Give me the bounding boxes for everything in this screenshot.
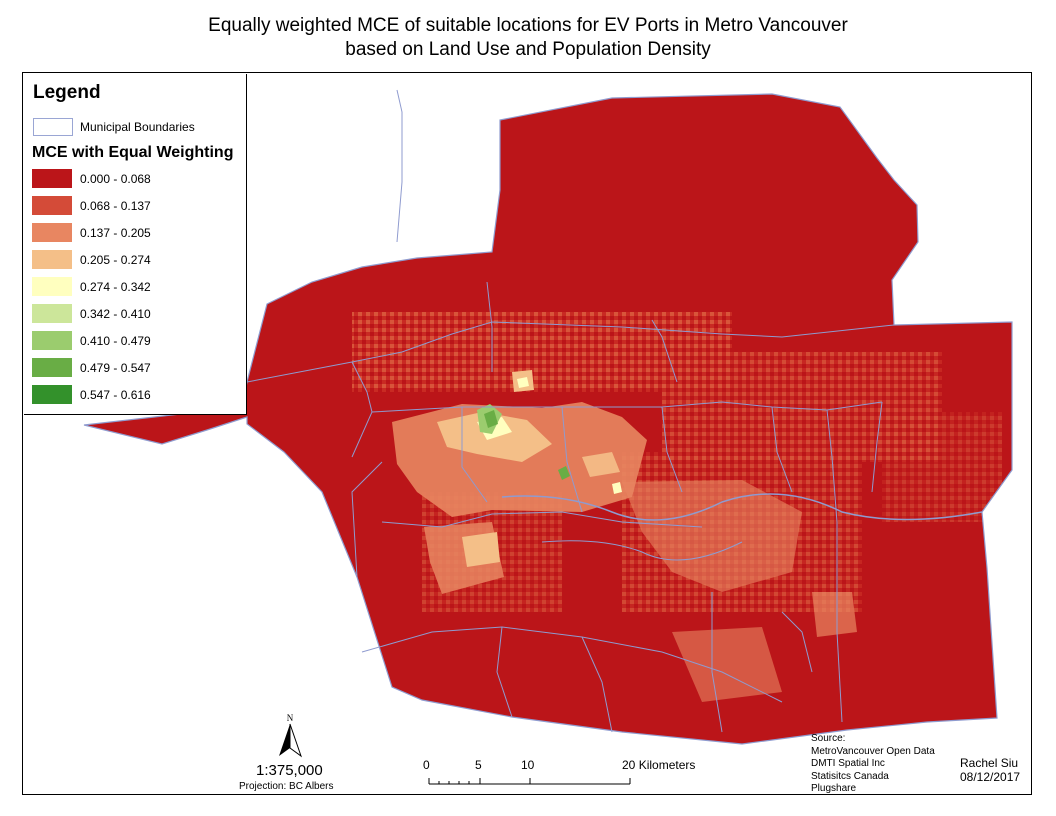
scale-bar: 0 5 10 20 Kilometers	[420, 758, 720, 798]
legend-class-label: 0.000 - 0.068	[80, 172, 151, 186]
legend-class-swatch	[32, 331, 72, 350]
projection-label: Projection: BC Albers	[239, 781, 334, 792]
legend-class-swatch	[32, 304, 72, 323]
scale-tick-5: 5	[475, 758, 482, 772]
legend-class-label: 0.410 - 0.479	[80, 334, 151, 348]
author-name: Rachel Siu	[960, 756, 1019, 770]
legend-class-swatch	[32, 385, 72, 404]
legend-class-label: 0.342 - 0.410	[80, 307, 151, 321]
map-area	[83, 89, 1013, 745]
source-line-4: Plugshare	[811, 783, 857, 794]
municipal-boundary-swatch	[33, 118, 73, 136]
legend-class-swatch	[32, 196, 72, 215]
legend-class-swatch	[32, 169, 72, 188]
legend-class-label: 0.479 - 0.547	[80, 361, 151, 375]
legend-class-swatch	[32, 358, 72, 377]
scale-tick-20-value: 20	[622, 758, 636, 772]
north-arrow-icon: N	[279, 713, 302, 758]
mce-legend-title: MCE with Equal Weighting	[32, 144, 234, 161]
legend-class-swatch	[32, 223, 72, 242]
legend-class-label: 0.274 - 0.342	[80, 280, 151, 294]
legend-class-label: 0.137 - 0.205	[80, 226, 151, 240]
scale-bar-graphic	[428, 778, 631, 785]
legend-class-swatch	[32, 250, 72, 269]
legend: Legend Municipal Boundaries MCE with Equ…	[24, 74, 247, 415]
map-frame	[22, 72, 1032, 795]
author-block: Rachel Siu 08/12/2017	[960, 756, 1020, 784]
legend-class-swatch	[32, 277, 72, 296]
map-title: Equally weighted MCE of suitable locatio…	[0, 14, 1056, 62]
scale-ratio: 1:375,000	[256, 762, 323, 779]
legend-class-label: 0.547 - 0.616	[80, 388, 151, 402]
scale-tick-0: 0	[423, 758, 430, 772]
scale-unit: Kilometers	[638, 758, 696, 772]
title-line-2: based on Land Use and Population Density	[345, 39, 711, 60]
source-line-0: Source:	[811, 733, 846, 744]
legend-class-label: 0.205 - 0.274	[80, 253, 151, 267]
scale-tick-10: 10	[521, 758, 535, 772]
map-date: 08/12/2017	[960, 770, 1021, 784]
title-line-1: Equally weighted MCE of suitable locatio…	[208, 15, 848, 36]
source-block: Source: MetroVancouver Open Data DMTI Spat…	[811, 733, 935, 796]
source-line-1: MetroVancouver Open Data	[811, 745, 935, 757]
municipal-boundary-label: Municipal Boundaries	[80, 120, 195, 134]
source-line-3: Statisitcs Canada	[811, 770, 889, 782]
legend-title: Legend	[33, 82, 101, 103]
north-label: N	[287, 713, 294, 723]
legend-class-label: 0.068 - 0.137	[80, 199, 151, 213]
source-line-2: DMTI Spatial Inc	[811, 758, 885, 769]
scale-tick-20: 20 Kilometers	[622, 758, 695, 772]
